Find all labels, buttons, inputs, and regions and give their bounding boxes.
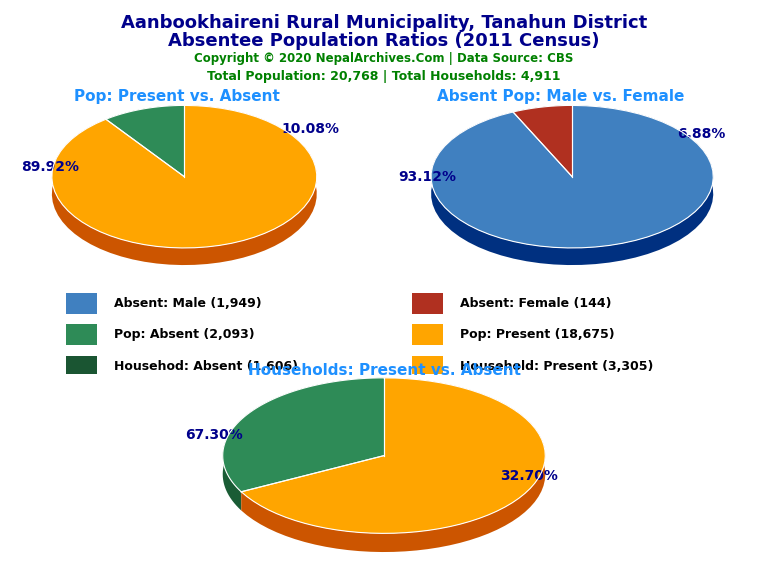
Text: Total Population: 20,768 | Total Households: 4,911: Total Population: 20,768 | Total Househo… <box>207 70 561 84</box>
FancyBboxPatch shape <box>66 324 97 345</box>
Text: Absent Pop: Male vs. Female: Absent Pop: Male vs. Female <box>437 89 684 104</box>
Text: 93.12%: 93.12% <box>398 170 456 184</box>
Polygon shape <box>223 378 384 510</box>
Polygon shape <box>431 105 713 248</box>
FancyBboxPatch shape <box>412 324 442 345</box>
Text: Pop: Present vs. Absent: Pop: Present vs. Absent <box>74 89 280 104</box>
Polygon shape <box>241 378 545 552</box>
Polygon shape <box>52 105 316 248</box>
Text: Absentee Population Ratios (2011 Census): Absentee Population Ratios (2011 Census) <box>168 32 600 50</box>
FancyBboxPatch shape <box>66 357 97 377</box>
Polygon shape <box>513 105 572 177</box>
Polygon shape <box>52 105 316 265</box>
Text: 32.70%: 32.70% <box>500 469 558 483</box>
Text: 6.88%: 6.88% <box>677 127 726 141</box>
Polygon shape <box>223 378 384 492</box>
Polygon shape <box>513 105 572 129</box>
Text: Househod: Absent (1,606): Househod: Absent (1,606) <box>114 361 299 373</box>
FancyBboxPatch shape <box>412 357 442 377</box>
Text: 89.92%: 89.92% <box>21 160 79 174</box>
Text: 10.08%: 10.08% <box>282 122 339 136</box>
FancyBboxPatch shape <box>412 293 442 313</box>
Polygon shape <box>106 105 184 137</box>
Text: Absent: Male (1,949): Absent: Male (1,949) <box>114 297 262 310</box>
Text: Absent: Female (144): Absent: Female (144) <box>460 297 611 310</box>
Text: Pop: Absent (2,093): Pop: Absent (2,093) <box>114 328 255 341</box>
Text: Copyright © 2020 NepalArchives.Com | Data Source: CBS: Copyright © 2020 NepalArchives.Com | Dat… <box>194 52 574 65</box>
Text: Households: Present vs. Absent: Households: Present vs. Absent <box>247 363 521 378</box>
Text: Household: Present (3,305): Household: Present (3,305) <box>460 361 654 373</box>
Text: Pop: Present (18,675): Pop: Present (18,675) <box>460 328 614 341</box>
Text: Aanbookhaireni Rural Municipality, Tanahun District: Aanbookhaireni Rural Municipality, Tanah… <box>121 14 647 32</box>
Polygon shape <box>241 378 545 533</box>
Text: 67.30%: 67.30% <box>185 428 243 442</box>
FancyBboxPatch shape <box>66 293 97 313</box>
Polygon shape <box>431 105 713 265</box>
Polygon shape <box>106 105 184 177</box>
